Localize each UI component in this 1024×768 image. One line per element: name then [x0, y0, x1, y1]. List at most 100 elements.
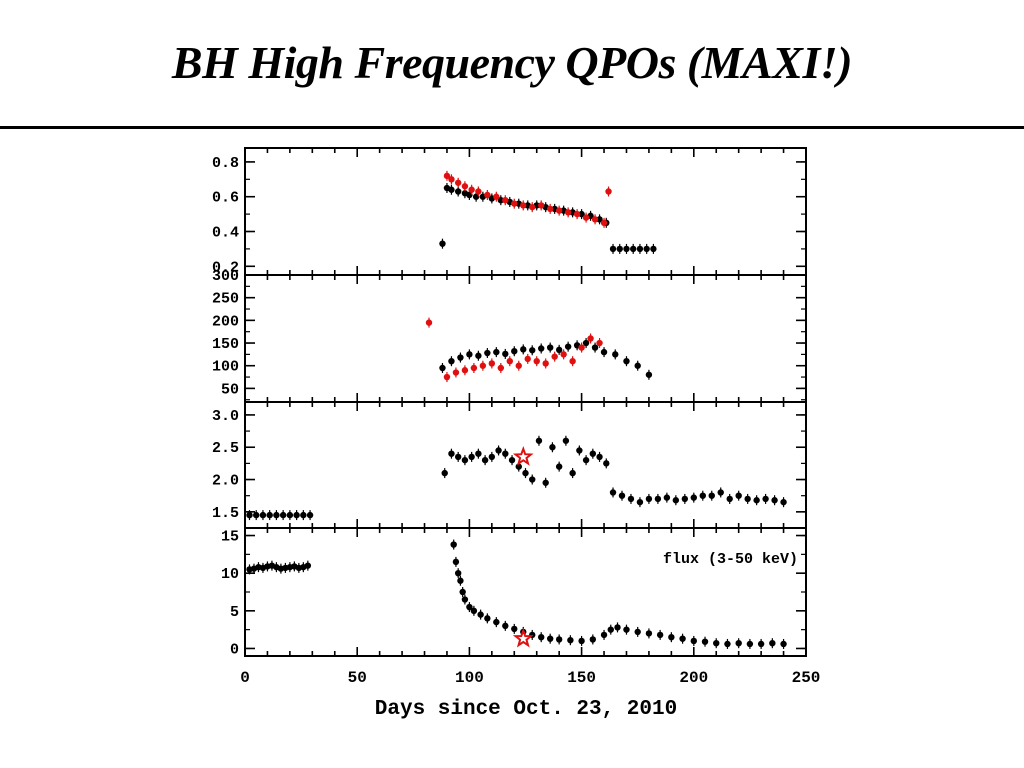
chart-panels: 0.20.40.60.8501001502002503001.52.02.53.… — [212, 147, 821, 687]
data-point — [475, 188, 482, 195]
y-tick-label: 0.2 — [212, 259, 239, 276]
data-point — [246, 511, 253, 519]
data-point — [481, 456, 489, 464]
x-tick-label: 250 — [792, 669, 821, 687]
data-point — [717, 489, 724, 496]
data-point — [470, 607, 478, 615]
x-tick-label: 50 — [348, 669, 367, 687]
data-point — [259, 511, 267, 519]
data-point — [425, 319, 433, 326]
data-point — [497, 364, 505, 372]
data-point — [293, 511, 300, 519]
data-point — [605, 188, 612, 195]
data-point — [564, 209, 572, 216]
data-point — [578, 344, 585, 351]
data-point — [614, 624, 621, 631]
data-point — [609, 489, 617, 496]
data-point — [538, 633, 545, 641]
data-point — [529, 476, 536, 483]
data-point — [448, 357, 455, 365]
data-point — [502, 350, 509, 358]
data-point — [771, 497, 778, 504]
panel-top: 0.2 0.4 0.6 0.8 — [212, 147, 807, 276]
y-tick-label: 300 — [212, 268, 239, 285]
data-point — [479, 362, 487, 369]
data-point — [508, 456, 516, 464]
data-point — [600, 631, 608, 639]
data-point — [589, 636, 597, 643]
data-point — [546, 635, 554, 642]
data-point — [600, 219, 608, 227]
data-point — [497, 196, 505, 204]
data-point — [461, 456, 469, 464]
y-tick-label: 200 — [212, 313, 239, 330]
data-point — [538, 345, 545, 352]
data-point — [454, 188, 462, 195]
data-point — [555, 636, 563, 643]
data-point — [582, 456, 590, 464]
data-point — [484, 615, 491, 622]
data-point — [555, 207, 563, 214]
data-point — [690, 637, 697, 645]
data-point — [493, 348, 500, 356]
data-point — [567, 636, 574, 644]
data-point — [634, 362, 641, 369]
data-point — [542, 360, 549, 367]
data-point — [560, 351, 567, 358]
data-point — [672, 497, 680, 504]
data-point — [533, 357, 540, 365]
data-point — [466, 191, 473, 199]
slide-title: BH High Frequency QPOs (MAXI!) — [171, 37, 853, 88]
data-point — [746, 640, 754, 648]
y-tick-label: 15 — [221, 529, 239, 546]
data-point — [529, 203, 536, 211]
data-point — [493, 618, 500, 626]
data-point — [459, 588, 466, 596]
data-point — [502, 196, 509, 204]
data-point — [484, 349, 491, 357]
panel-frame — [244, 274, 807, 403]
data-point — [448, 176, 455, 183]
data-point — [578, 637, 585, 645]
x-tick-label: 150 — [567, 669, 596, 687]
y-tick-label: 5 — [230, 604, 239, 621]
data-point — [493, 193, 500, 200]
data-point — [286, 511, 294, 519]
data-point — [663, 494, 671, 501]
data-point — [681, 495, 689, 503]
data-point — [546, 205, 554, 213]
data-point — [542, 479, 549, 486]
data-point — [612, 351, 619, 358]
data-point — [753, 497, 760, 504]
panel-frame — [244, 401, 807, 529]
data-point — [569, 469, 576, 477]
data-point — [627, 495, 635, 503]
data-point — [607, 626, 614, 633]
data-point — [555, 463, 563, 470]
data-point — [735, 492, 742, 499]
data-point — [472, 193, 480, 200]
data-point — [279, 511, 287, 519]
data-point — [439, 364, 446, 372]
data-point — [488, 360, 496, 367]
data-point — [780, 640, 787, 648]
data-point — [726, 495, 733, 503]
data-point — [529, 347, 536, 354]
data-point — [656, 631, 664, 639]
data-point — [475, 450, 482, 457]
data-point — [475, 352, 482, 359]
data-point — [600, 348, 608, 356]
data-star — [512, 446, 534, 466]
y-tick-label: 0.6 — [212, 190, 239, 207]
data-point — [488, 453, 496, 461]
data-point — [457, 577, 464, 584]
data-point — [582, 339, 590, 347]
data-point — [645, 495, 653, 503]
data-point — [735, 640, 742, 647]
data-point — [448, 450, 455, 457]
y-tick-label: 100 — [212, 359, 239, 376]
data-point — [555, 346, 563, 354]
y-tick-label: 2.0 — [212, 473, 239, 490]
data-point — [520, 202, 527, 209]
